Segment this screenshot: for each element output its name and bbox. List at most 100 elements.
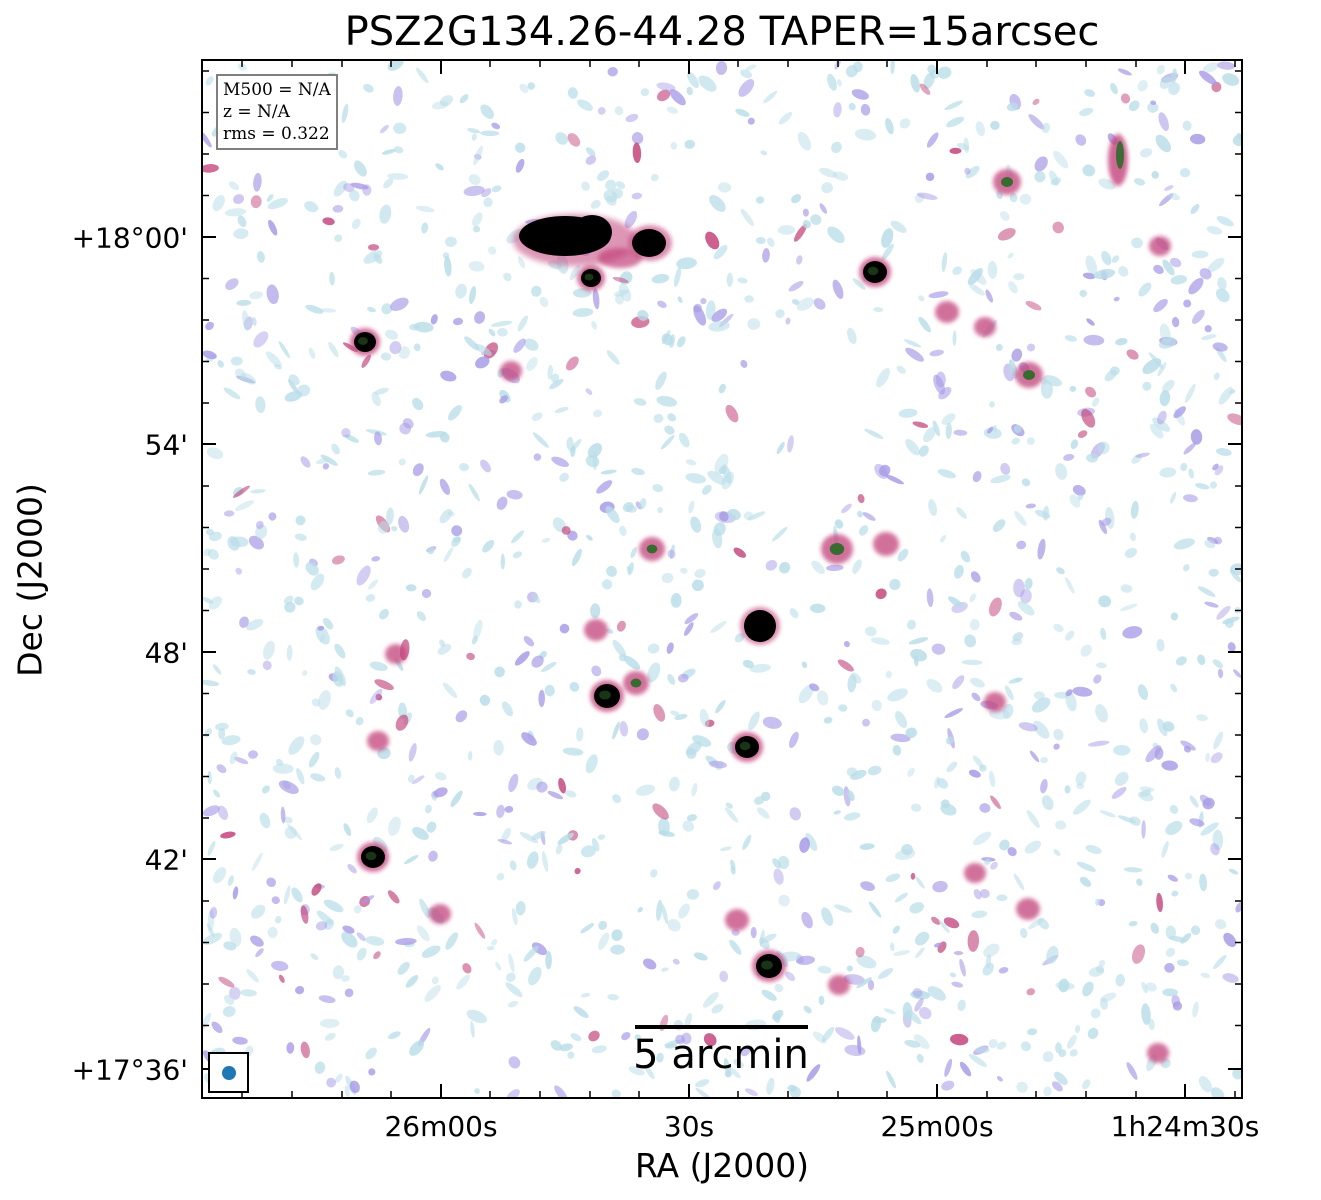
noise-blob bbox=[1170, 491, 1177, 504]
noise-blob bbox=[308, 347, 316, 359]
noise-blob bbox=[915, 947, 925, 959]
noise-blob bbox=[999, 839, 1010, 851]
noise-blob bbox=[1049, 170, 1059, 186]
noise-blob bbox=[554, 406, 569, 413]
noise-blob bbox=[724, 1070, 732, 1078]
noise-blob bbox=[775, 309, 785, 319]
noise-blob bbox=[1139, 789, 1152, 798]
noise-blob bbox=[983, 943, 1000, 958]
noise-blob bbox=[631, 468, 645, 476]
noise-blob bbox=[611, 929, 623, 941]
noise-blob bbox=[890, 220, 907, 233]
noise-blob bbox=[1170, 683, 1178, 693]
noise-blob bbox=[1233, 669, 1242, 678]
noise-blob bbox=[1171, 890, 1179, 897]
noise-blob bbox=[311, 883, 322, 896]
noise-blob bbox=[959, 1061, 972, 1077]
noise-blob bbox=[533, 453, 542, 461]
noise-blob bbox=[466, 1009, 488, 1024]
noise-blob bbox=[687, 71, 699, 89]
noise-blob bbox=[223, 510, 235, 517]
noise-blob bbox=[229, 927, 242, 947]
noise-blob bbox=[729, 939, 742, 955]
noise-blob bbox=[633, 398, 647, 406]
x-tick-label: 1h24m30s bbox=[1110, 1110, 1260, 1143]
noise-blob bbox=[610, 944, 625, 955]
noise-blob bbox=[684, 613, 699, 625]
noise-blob bbox=[305, 561, 319, 576]
noise-blob bbox=[1086, 453, 1099, 463]
noise-blob bbox=[710, 620, 727, 633]
noise-blob bbox=[561, 526, 571, 535]
noise-blob bbox=[1040, 779, 1048, 794]
noise-blob bbox=[802, 219, 811, 229]
noise-blob bbox=[1093, 269, 1116, 280]
noise-blob bbox=[274, 915, 282, 924]
axis-ticks bbox=[202, 60, 1242, 1098]
noise-blob bbox=[297, 384, 311, 397]
noise-blob bbox=[1168, 82, 1180, 95]
noise-blob bbox=[742, 659, 754, 669]
noise-blob bbox=[670, 142, 678, 150]
noise-blob bbox=[953, 429, 968, 436]
noise-blob bbox=[1183, 299, 1192, 308]
noise-blob bbox=[1013, 273, 1025, 281]
noise-blob bbox=[1016, 1081, 1028, 1093]
noise-blob bbox=[1200, 334, 1217, 340]
noise-blob bbox=[1069, 385, 1077, 392]
noise-blob bbox=[910, 990, 931, 1000]
noise-blob bbox=[287, 379, 300, 395]
noise-blob bbox=[232, 485, 250, 498]
noise-blob bbox=[1002, 703, 1014, 719]
noise-blob bbox=[714, 453, 729, 475]
noise-blob bbox=[419, 898, 431, 919]
noise-blob bbox=[695, 1079, 710, 1088]
noise-blob bbox=[750, 926, 757, 939]
noise-blob bbox=[1119, 603, 1138, 611]
noise-blob bbox=[488, 328, 496, 337]
noise-blob bbox=[517, 315, 528, 332]
noise-blob bbox=[202, 164, 219, 173]
noise-blob bbox=[341, 931, 358, 948]
noise-blob bbox=[872, 1017, 887, 1024]
noise-blob bbox=[656, 395, 678, 407]
noise-blob bbox=[749, 663, 771, 673]
noise-blob bbox=[779, 561, 791, 574]
noise-blob bbox=[377, 520, 390, 534]
noise-blob bbox=[834, 904, 853, 913]
noise-blob bbox=[737, 277, 748, 284]
noise-blob bbox=[938, 919, 950, 933]
noise-blob bbox=[606, 350, 620, 365]
noise-blob bbox=[953, 950, 964, 956]
noise-blob bbox=[799, 837, 810, 853]
noise-blob bbox=[590, 199, 601, 209]
noise-blob bbox=[236, 299, 252, 306]
noise-blob bbox=[512, 551, 523, 559]
noise-blob bbox=[1095, 898, 1101, 906]
noise-blob bbox=[541, 661, 557, 673]
noise-blob bbox=[398, 346, 410, 360]
noise-blob bbox=[551, 456, 569, 468]
radio-source bbox=[429, 904, 451, 924]
noise-blob bbox=[667, 919, 681, 932]
noise-blob bbox=[466, 652, 475, 661]
noise-blob bbox=[585, 754, 598, 774]
noise-blob bbox=[504, 805, 514, 813]
radio-source bbox=[740, 607, 780, 645]
noise-blob bbox=[414, 321, 434, 333]
noise-blob bbox=[294, 596, 304, 606]
noise-blob bbox=[748, 711, 760, 731]
noise-blob bbox=[647, 662, 661, 683]
noise-blob bbox=[1159, 390, 1171, 407]
noise-blob bbox=[890, 60, 895, 75]
noise-blob bbox=[491, 185, 502, 193]
noise-blob bbox=[379, 609, 389, 620]
noise-blob bbox=[951, 981, 964, 988]
noise-blob bbox=[202, 129, 212, 148]
noise-blob bbox=[1114, 771, 1129, 786]
noise-blob bbox=[486, 946, 495, 951]
noise-blob bbox=[592, 288, 600, 310]
noise-blob bbox=[885, 873, 901, 883]
noise-blob bbox=[1217, 277, 1227, 291]
noise-blob bbox=[945, 736, 954, 745]
